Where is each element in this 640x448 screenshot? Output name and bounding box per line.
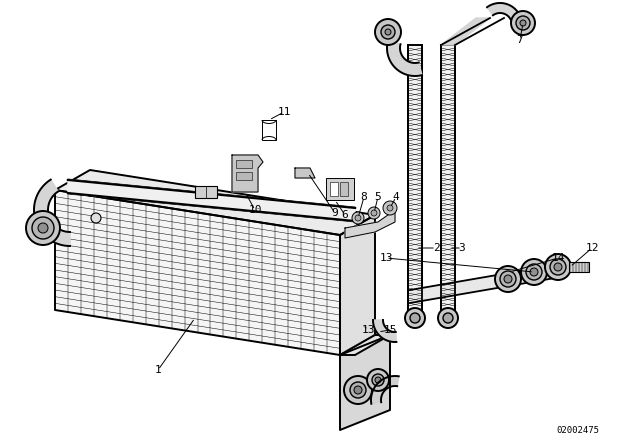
Text: 6: 6: [342, 210, 348, 220]
Text: 4: 4: [392, 192, 399, 202]
Circle shape: [375, 377, 381, 383]
Circle shape: [385, 29, 391, 35]
Circle shape: [354, 386, 362, 394]
Polygon shape: [373, 320, 396, 342]
Bar: [236, 160, 252, 168]
Circle shape: [530, 268, 538, 276]
Bar: [326, 178, 354, 200]
Circle shape: [367, 369, 389, 391]
Circle shape: [504, 275, 512, 283]
Text: 1: 1: [155, 365, 161, 375]
Text: 10: 10: [248, 205, 262, 215]
Text: 2: 2: [433, 243, 440, 253]
Circle shape: [443, 313, 453, 323]
Circle shape: [381, 25, 395, 39]
Bar: [569, 262, 589, 272]
Polygon shape: [68, 180, 355, 221]
Polygon shape: [55, 190, 340, 355]
Circle shape: [438, 308, 458, 328]
Circle shape: [500, 271, 516, 287]
Circle shape: [405, 308, 425, 328]
Polygon shape: [387, 41, 422, 76]
Circle shape: [368, 207, 380, 219]
Circle shape: [495, 266, 521, 292]
Text: 9: 9: [332, 208, 339, 218]
Circle shape: [355, 215, 361, 221]
Text: 11: 11: [277, 107, 291, 117]
Circle shape: [516, 16, 530, 30]
Polygon shape: [371, 376, 399, 404]
Circle shape: [375, 19, 401, 45]
Text: 8: 8: [360, 192, 367, 202]
Circle shape: [372, 374, 384, 386]
Circle shape: [383, 201, 397, 215]
Circle shape: [350, 382, 366, 398]
Circle shape: [387, 205, 393, 211]
Circle shape: [520, 20, 526, 26]
Text: 15: 15: [383, 325, 397, 335]
Bar: [236, 172, 252, 180]
Text: 14: 14: [551, 253, 564, 263]
Circle shape: [371, 210, 377, 216]
Bar: [441, 45, 455, 310]
Circle shape: [38, 223, 48, 233]
Circle shape: [344, 376, 372, 404]
Text: 13: 13: [361, 325, 375, 335]
Bar: [340, 182, 348, 196]
Text: 02002475: 02002475: [557, 426, 600, 435]
Polygon shape: [232, 155, 263, 192]
Circle shape: [511, 11, 535, 35]
Text: 13: 13: [380, 253, 393, 263]
Circle shape: [352, 212, 364, 224]
Polygon shape: [340, 335, 390, 430]
Text: 5: 5: [374, 192, 381, 202]
Circle shape: [545, 254, 571, 280]
Circle shape: [410, 313, 420, 323]
Bar: [195, 186, 217, 198]
Polygon shape: [55, 170, 375, 235]
Bar: [262, 120, 276, 140]
Polygon shape: [340, 215, 375, 355]
Polygon shape: [345, 210, 395, 238]
Text: 3: 3: [459, 243, 465, 253]
Polygon shape: [441, 18, 490, 45]
Circle shape: [554, 263, 562, 271]
Bar: [408, 45, 422, 310]
Polygon shape: [487, 3, 522, 25]
Polygon shape: [34, 180, 70, 246]
Circle shape: [32, 217, 54, 239]
Circle shape: [526, 264, 542, 280]
Text: 7: 7: [516, 35, 524, 45]
Polygon shape: [340, 335, 390, 355]
Circle shape: [91, 213, 101, 223]
Bar: [330, 182, 338, 196]
Circle shape: [550, 259, 566, 275]
Polygon shape: [295, 168, 315, 178]
Polygon shape: [410, 265, 555, 303]
Circle shape: [26, 211, 60, 245]
Text: 12: 12: [585, 243, 599, 253]
Circle shape: [521, 259, 547, 285]
